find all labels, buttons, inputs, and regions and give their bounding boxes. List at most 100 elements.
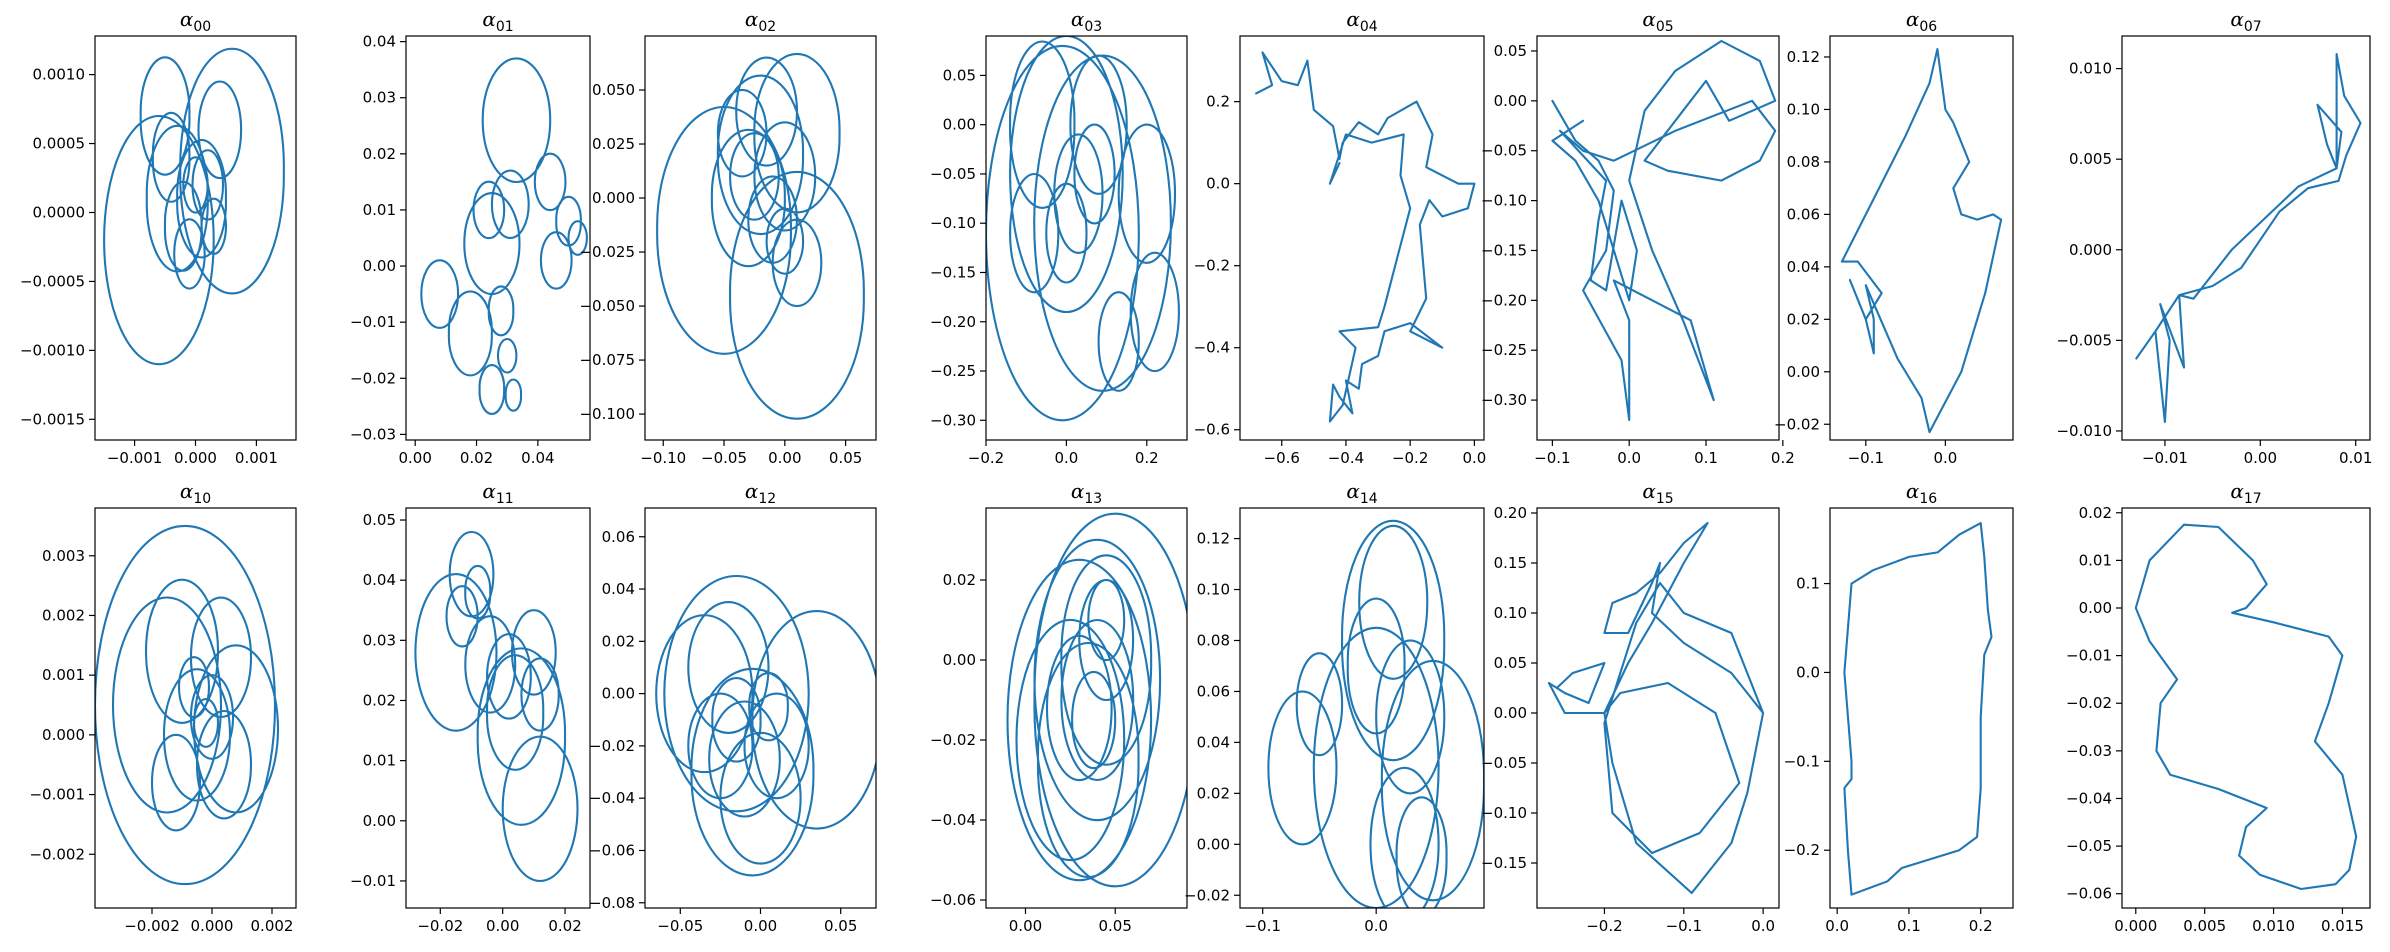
y-tick-label: −0.20	[1481, 291, 1527, 309]
y-tick: 0.02	[943, 571, 986, 589]
y-tick-label: −0.20	[930, 313, 976, 331]
y-tick-label: −0.05	[930, 165, 976, 183]
y-tick: 0.00	[602, 685, 645, 703]
title-subscript: 06	[1919, 19, 1937, 35]
subplot-13: α13 0.00 0.05 0.02 0.00 −0.02 −0.04 −0.06	[930, 479, 1188, 935]
y-tick: −0.08	[589, 894, 645, 912]
x-tick-label: 0.00	[2244, 449, 2277, 467]
x-tick: 0.0	[1617, 440, 1641, 467]
x-tick-label: 0.005	[2183, 917, 2226, 935]
y-tick-label: −0.10	[1481, 804, 1527, 822]
y-tick: 0.05	[363, 511, 406, 529]
x-tick: 0.00	[398, 440, 432, 467]
y-tick: −0.04	[2066, 789, 2122, 807]
y-tick-label: 0.2	[1206, 93, 1230, 111]
series-line	[656, 52, 865, 420]
title-symbol: α	[1071, 7, 1085, 31]
title-subscript: 01	[496, 19, 514, 35]
y-tick: 0.0005	[33, 135, 95, 153]
y-tick: 0.1	[1796, 575, 1830, 593]
y-tick: 0.04	[1197, 733, 1240, 751]
y-tick: 0.06	[602, 528, 645, 546]
subplot-06: α06 −0.1 0.0 0.12 0.10 0.08 0.06 0.04 0.02 0.00 −0…	[1774, 7, 2014, 467]
x-tick: 0.1	[1694, 440, 1718, 467]
y-tick-label: 0.02	[1787, 310, 1820, 328]
y-tick: 0.0	[1796, 663, 1830, 681]
y-tick: 0.08	[1787, 153, 1830, 171]
axes-frame	[405, 507, 591, 909]
subplot-title: α15	[1642, 479, 1673, 507]
y-tick-label: −0.10	[930, 214, 976, 232]
subplot-title: α06	[1906, 7, 1937, 35]
subplot-16: α16 0.0 0.1 0.2 0.1 0.0 −0.1 −0.2	[1784, 479, 2014, 935]
x-tick-label: 0.00	[1009, 917, 1042, 935]
x-tick: 0.000	[191, 908, 233, 935]
x-tick: 0.00	[2244, 440, 2277, 467]
x-tick: 0.02	[548, 908, 582, 935]
y-tick-label: 0.00	[1494, 704, 1527, 722]
axes-frame	[2121, 507, 2371, 909]
y-tick-label: 0.03	[363, 631, 396, 649]
y-tick-label: −0.4	[1194, 339, 1230, 357]
subplot-title: α00	[180, 7, 211, 35]
x-tick: 0.005	[2183, 908, 2226, 935]
y-tick: 0.02	[1787, 310, 1830, 328]
y-tick: 0.02	[363, 145, 406, 163]
x-tick-label: −0.01	[2142, 449, 2188, 467]
series-line	[1255, 51, 1476, 423]
y-tick-label: 0.02	[602, 632, 635, 650]
x-tick: −0.1	[1848, 440, 1884, 467]
y-tick: 0.2	[1206, 93, 1240, 111]
subplot-00: α00 −0.001 0.000 0.001 0.0010 0.0005 0.0000 −0.…	[20, 7, 297, 467]
x-tick: 0.015	[2321, 908, 2364, 935]
y-tick: −0.1	[1784, 752, 1830, 770]
y-tick: −0.4	[1194, 339, 1240, 357]
x-tick-label: −0.6	[1264, 449, 1300, 467]
x-tick-label: 0.2	[1969, 917, 1993, 935]
y-tick-label: 0.04	[602, 580, 635, 598]
y-tick: 0.04	[1787, 258, 1830, 276]
y-tick-label: 0.04	[363, 571, 396, 589]
x-tick: −0.10	[640, 440, 686, 467]
y-tick: 0.08	[1197, 631, 1240, 649]
y-tick: −0.6	[1194, 421, 1240, 439]
y-tick-label: −0.02	[930, 731, 976, 749]
x-tick-label: 0.0	[1751, 917, 1775, 935]
x-tick: −0.05	[701, 440, 747, 467]
y-tick-label: −0.02	[2066, 694, 2112, 712]
y-tick: 0.003	[42, 547, 95, 565]
title-subscript: 00	[193, 19, 211, 35]
y-tick-label: 0.00	[1787, 363, 1820, 381]
y-tick: 0.025	[592, 135, 645, 153]
x-tick-label: 0.00	[768, 449, 801, 467]
subplot-title: α02	[745, 7, 776, 35]
axes-frame	[1239, 507, 1485, 909]
y-tick: −0.025	[579, 243, 645, 261]
x-tick: −0.002	[124, 908, 180, 935]
x-tick: 0.00	[1009, 908, 1042, 935]
y-tick: 0.0000	[33, 203, 95, 221]
y-tick-label: 0.1	[1796, 575, 1820, 593]
subplot-10: α10−0.002 0.000 0.0020.0030.0020.0010.000−…	[29, 479, 297, 935]
y-tick-label: 0.20	[1494, 504, 1527, 522]
y-tick-label: 0.15	[1494, 554, 1527, 572]
y-tick: −0.04	[589, 789, 645, 807]
y-tick: 0.00	[943, 651, 986, 669]
x-tick: 0.2	[1771, 440, 1795, 467]
y-tick-label: −0.15	[1481, 854, 1527, 872]
title-subscript: 11	[496, 491, 514, 507]
series-line	[1840, 48, 2003, 434]
y-tick-label: −0.0005	[20, 272, 85, 290]
x-tick: 0.05	[829, 440, 862, 467]
x-tick-label: 0.0	[1462, 449, 1486, 467]
y-tick-label: −0.02	[350, 369, 396, 387]
y-tick: −0.02	[350, 369, 406, 387]
subplot-01: α01 0.00 0.02 0.04 0.04 0.03 0.02 0.01 0.00 −0.01…	[350, 7, 591, 467]
x-tick-label: 0.0	[1364, 917, 1388, 935]
y-tick-label: 0.05	[943, 66, 976, 84]
y-tick-label: 0.0	[1206, 175, 1230, 193]
axes-frame	[94, 35, 297, 441]
title-symbol: α	[1346, 479, 1360, 503]
title-symbol: α	[745, 479, 759, 503]
y-tick-label: 0.0005	[33, 135, 86, 153]
